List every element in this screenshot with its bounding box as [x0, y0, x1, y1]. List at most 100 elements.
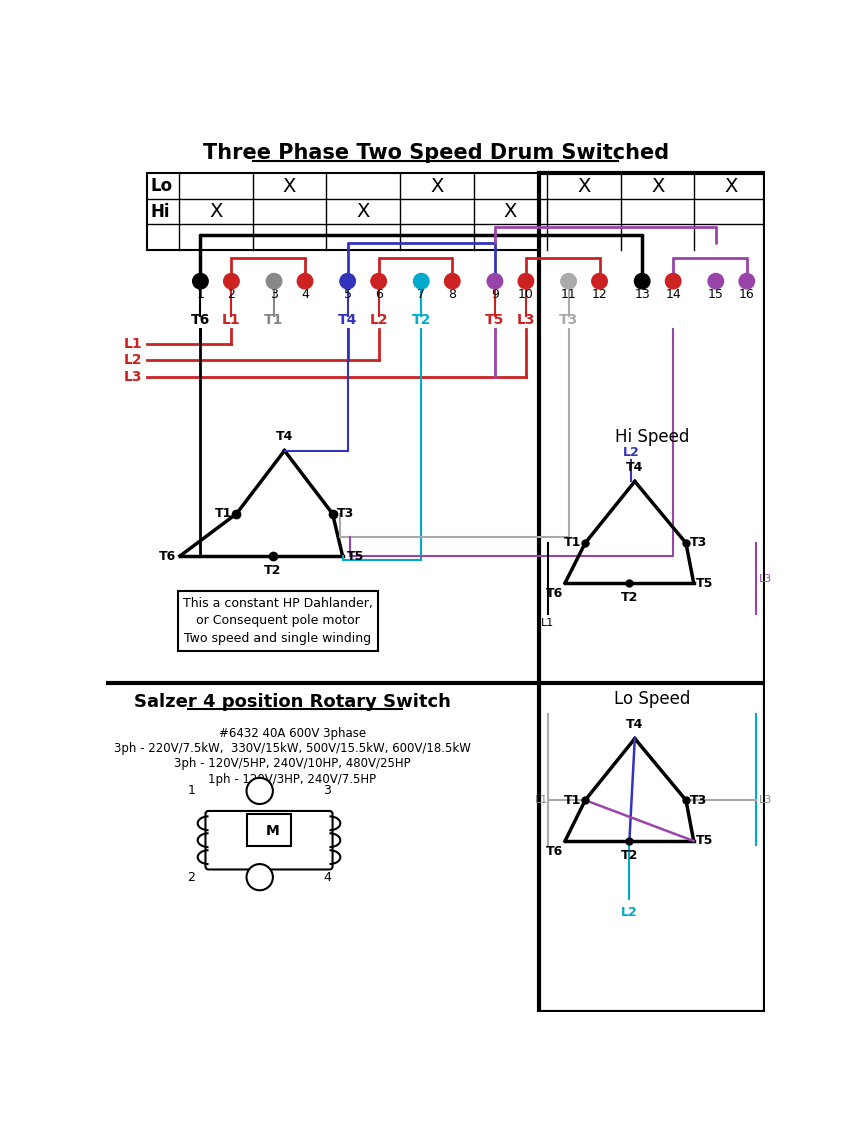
- Text: T4: T4: [626, 717, 643, 731]
- Text: 1ph - 120V/3HP, 240V/7.5HP: 1ph - 120V/3HP, 240V/7.5HP: [208, 773, 377, 786]
- Text: Lo: Lo: [150, 177, 173, 196]
- Text: T1: T1: [214, 507, 232, 521]
- Text: T2: T2: [264, 564, 281, 576]
- Text: Two speed and single winding: Two speed and single winding: [184, 632, 371, 645]
- Text: X: X: [430, 176, 444, 196]
- Text: L3: L3: [517, 313, 536, 326]
- Text: T6: T6: [546, 845, 563, 857]
- Text: L2: L2: [370, 313, 388, 326]
- Text: L3: L3: [759, 795, 772, 805]
- Text: T4: T4: [275, 430, 293, 443]
- Text: L1: L1: [535, 795, 548, 805]
- Text: T2: T2: [620, 591, 638, 604]
- Circle shape: [266, 274, 282, 289]
- Text: 11: 11: [561, 288, 576, 301]
- Text: T3: T3: [337, 507, 354, 521]
- Text: X: X: [356, 202, 370, 221]
- Text: 7: 7: [417, 288, 425, 301]
- Text: T5: T5: [696, 576, 713, 590]
- Text: 15: 15: [708, 288, 723, 301]
- Text: L: L: [256, 785, 264, 797]
- Text: L2: L2: [621, 906, 638, 920]
- Text: 3: 3: [270, 288, 278, 301]
- Text: 2: 2: [188, 871, 196, 883]
- Circle shape: [414, 274, 429, 289]
- Text: L3: L3: [124, 370, 143, 383]
- Text: 9: 9: [491, 288, 499, 301]
- Text: L1: L1: [124, 338, 143, 351]
- Circle shape: [246, 778, 273, 804]
- Text: Salzer 4 position Rotary Switch: Salzer 4 position Rotary Switch: [133, 694, 450, 712]
- Text: 13: 13: [634, 288, 650, 301]
- FancyBboxPatch shape: [206, 811, 332, 870]
- Text: T4: T4: [626, 460, 643, 474]
- Text: T6: T6: [190, 313, 210, 326]
- Text: #6432 40A 600V 3phase: #6432 40A 600V 3phase: [218, 727, 366, 740]
- Circle shape: [298, 274, 313, 289]
- Bar: [539, 174, 765, 1012]
- Text: 14: 14: [666, 288, 681, 301]
- Text: L1: L1: [222, 313, 241, 326]
- Text: 3ph - 120V/5HP, 240V/10HP, 480V/25HP: 3ph - 120V/5HP, 240V/10HP, 480V/25HP: [174, 757, 411, 771]
- Text: M: M: [266, 824, 280, 838]
- Text: T3: T3: [559, 313, 578, 326]
- Text: X: X: [209, 202, 223, 221]
- Text: 6: 6: [375, 288, 383, 301]
- Text: X: X: [577, 176, 591, 196]
- Text: or Consequent pole motor: or Consequent pole motor: [196, 614, 360, 628]
- Circle shape: [739, 274, 755, 289]
- Text: X: X: [724, 176, 738, 196]
- Text: L1: L1: [541, 617, 554, 628]
- Text: T4: T4: [338, 313, 357, 326]
- Text: L2: L2: [124, 352, 143, 367]
- Text: T: T: [256, 871, 264, 883]
- Text: 10: 10: [518, 288, 534, 301]
- Text: 8: 8: [448, 288, 456, 301]
- Text: T5: T5: [347, 549, 364, 563]
- Circle shape: [634, 274, 650, 289]
- Text: 1: 1: [196, 288, 204, 301]
- Text: X: X: [651, 176, 665, 196]
- Text: 4: 4: [323, 871, 331, 883]
- Text: Hi Speed: Hi Speed: [615, 428, 689, 446]
- Text: X: X: [504, 202, 517, 221]
- Text: 2: 2: [228, 288, 235, 301]
- Text: This a constant HP Dahlander,: This a constant HP Dahlander,: [183, 597, 372, 609]
- Bar: [146, 174, 768, 250]
- Circle shape: [224, 274, 239, 289]
- Text: 5: 5: [343, 288, 352, 301]
- Circle shape: [708, 274, 723, 289]
- Bar: [178, 591, 377, 650]
- Text: T5: T5: [696, 835, 713, 847]
- Circle shape: [487, 274, 502, 289]
- Text: 12: 12: [592, 288, 608, 301]
- Text: T1: T1: [564, 537, 581, 549]
- Text: Hi: Hi: [150, 202, 170, 221]
- Text: Three Phase Two Speed Drum Switched: Three Phase Two Speed Drum Switched: [202, 143, 669, 164]
- Text: T5: T5: [485, 313, 505, 326]
- Text: 3: 3: [323, 785, 331, 797]
- Circle shape: [592, 274, 607, 289]
- Text: T6: T6: [546, 587, 563, 600]
- Text: T3: T3: [690, 537, 707, 549]
- Text: 1: 1: [188, 785, 196, 797]
- Text: T1: T1: [264, 313, 284, 326]
- Text: T2: T2: [620, 848, 638, 862]
- Text: L3: L3: [759, 574, 772, 584]
- Circle shape: [666, 274, 681, 289]
- Text: T6: T6: [159, 549, 176, 563]
- Text: Lo Speed: Lo Speed: [614, 689, 690, 707]
- Circle shape: [371, 274, 387, 289]
- Text: L2: L2: [622, 446, 639, 458]
- Circle shape: [561, 274, 576, 289]
- Bar: [247, 814, 291, 846]
- Circle shape: [246, 864, 273, 890]
- Text: T3: T3: [690, 794, 707, 806]
- Text: 3ph - 220V/7.5kW,  330V/15kW, 500V/15.5kW, 600V/18.5kW: 3ph - 220V/7.5kW, 330V/15kW, 500V/15.5kW…: [114, 742, 471, 755]
- Text: 4: 4: [301, 288, 309, 301]
- Circle shape: [445, 274, 460, 289]
- Circle shape: [193, 274, 208, 289]
- Text: T1: T1: [564, 794, 581, 806]
- Circle shape: [340, 274, 355, 289]
- Text: X: X: [283, 176, 296, 196]
